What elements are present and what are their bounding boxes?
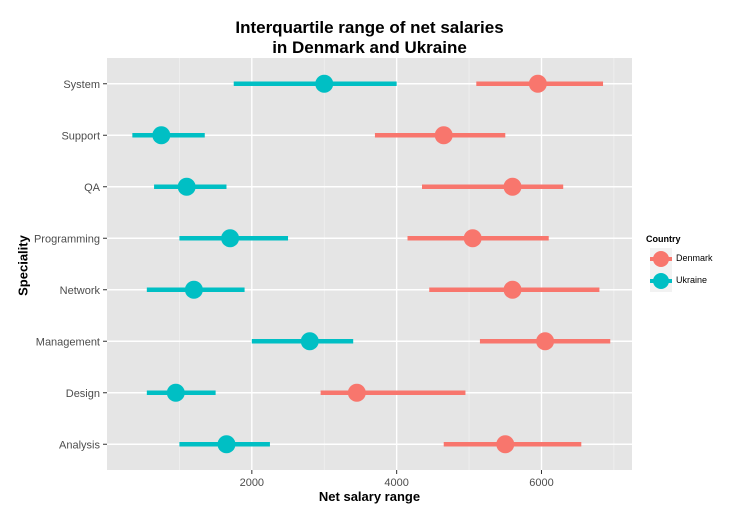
legend-item-denmark: Denmark (646, 248, 746, 270)
median-point-denmark-system (528, 74, 547, 93)
y-tick-label-network: Network (60, 285, 101, 297)
median-point-ukraine-qa (177, 177, 196, 196)
median-point-denmark-analysis (496, 435, 515, 454)
y-tick-label-system: System (63, 79, 100, 91)
chart-title-line-1: Interquartile range of net salaries (235, 18, 504, 37)
panel-background (107, 58, 632, 470)
legend-label-ukraine: Ukraine (676, 275, 708, 285)
median-point-ukraine-design (166, 383, 185, 402)
median-point-denmark-programming (463, 229, 482, 248)
median-point-ukraine-programming (221, 229, 240, 248)
median-point-ukraine-management (300, 332, 319, 351)
x-tick-label-6000: 6000 (529, 477, 553, 489)
y-tick-label-analysis: Analysis (59, 439, 100, 451)
legend-title: Country (646, 234, 681, 244)
median-point-denmark-design (347, 383, 366, 402)
y-tick-label-management: Management (36, 336, 100, 348)
legend-item-ukraine: Ukraine (646, 270, 746, 292)
x-axis-label: Net salary range (318, 489, 421, 504)
median-point-ukraine-network (184, 280, 203, 299)
legend-key-ukraine (650, 270, 672, 292)
median-point-denmark-network (503, 280, 522, 299)
chart-title-line-2: in Denmark and Ukraine (272, 38, 467, 57)
median-point-denmark-management (536, 332, 555, 351)
y-tick-label-qa: QA (84, 182, 101, 194)
y-tick-label-support: Support (61, 130, 100, 142)
x-tick-label-4000: 4000 (384, 477, 408, 489)
legend: Country Denmark Ukraine (646, 234, 746, 292)
median-point-ukraine-analysis (217, 435, 236, 454)
legend-key-denmark (650, 248, 672, 270)
median-point-denmark-qa (503, 177, 522, 196)
median-point-denmark-support (434, 126, 453, 145)
median-point-ukraine-system (315, 74, 334, 93)
legend-label-denmark: Denmark (676, 253, 713, 263)
median-point-ukraine-support (152, 126, 171, 145)
y-tick-label-programming: Programming (34, 233, 100, 245)
y-tick-label-design: Design (66, 388, 100, 400)
x-tick-label-2000: 2000 (240, 477, 264, 489)
y-axis-label: Speciality (15, 235, 31, 296)
